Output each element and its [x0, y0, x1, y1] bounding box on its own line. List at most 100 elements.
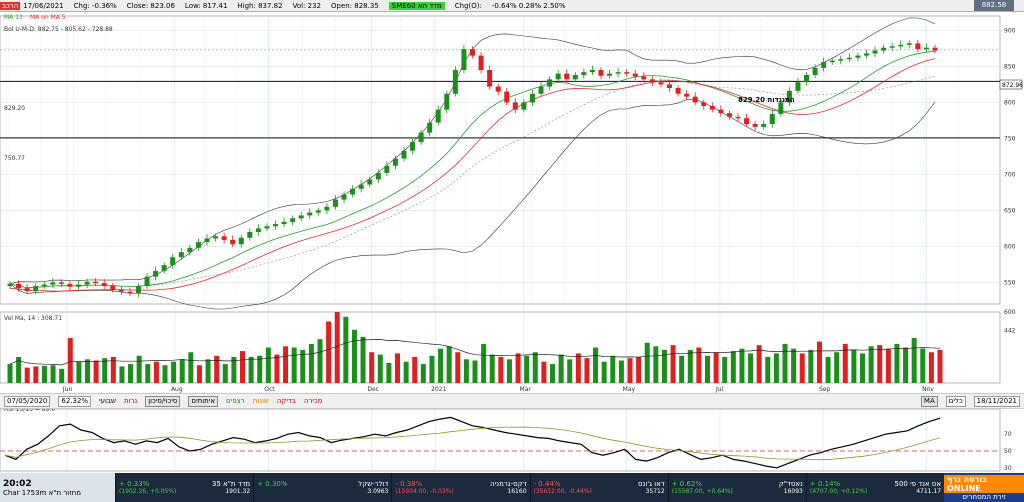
y-tick-label: 750	[1004, 135, 1016, 142]
candle-body	[178, 252, 184, 258]
candle-body	[572, 75, 578, 80]
volume-bar	[24, 367, 30, 383]
candle-body	[795, 82, 801, 91]
volume-bar	[317, 339, 323, 383]
candle-body	[204, 238, 210, 243]
volume-bar	[679, 355, 685, 383]
volume-bar	[877, 345, 883, 383]
volume-bar	[799, 353, 805, 383]
end-date-input[interactable]: 18/11/2021	[973, 395, 1020, 407]
volume-bar	[351, 329, 357, 383]
volume-bar	[851, 349, 857, 383]
candle-body	[341, 194, 347, 200]
candles-button[interactable]: נרות	[123, 397, 138, 405]
candle-body	[298, 215, 304, 219]
ticker-item[interactable]: - 0.44% דאו ג'ונס (35652.00, -0.44%) 35712	[529, 473, 668, 502]
volume-bar	[868, 346, 874, 383]
ticker-item[interactable]: + 0.62% נאסד"ק (15587.00, +0.64%) 16093	[667, 473, 806, 502]
volume-ma-line	[9, 339, 941, 366]
ticker-item[interactable]: + 0.14% אס אנד פי 500 (4707.00, +0.12%) 47…	[805, 473, 944, 502]
volume-bar	[33, 366, 39, 383]
volume-bar	[748, 353, 754, 383]
rsi-panel	[0, 408, 1001, 472]
volume-bar	[76, 361, 82, 383]
volume-bar	[395, 353, 400, 383]
clock-time: 20:02	[3, 478, 32, 489]
badge: הרכב	[0, 1, 21, 10]
candle-body	[452, 70, 458, 94]
volume-bar	[119, 366, 125, 383]
volume-bar	[110, 356, 116, 383]
volume-bar	[463, 359, 469, 383]
rsi-tick-label: 50	[1004, 448, 1012, 455]
volume-bar	[59, 368, 65, 383]
volume-bar	[377, 354, 383, 383]
candle-body	[838, 59, 844, 61]
volume-bar	[705, 355, 710, 383]
candle-body	[684, 93, 690, 97]
candle-body	[410, 142, 416, 151]
volume-bar	[257, 355, 263, 383]
check-button[interactable]: בדיקה	[276, 397, 296, 405]
volume-bar	[16, 356, 22, 383]
volume-bar	[730, 351, 736, 383]
signals-button[interactable]: סיכוי/סיכון	[145, 395, 181, 407]
instrument-badge[interactable]: SME60 מדד תא	[388, 1, 445, 10]
candle-body	[221, 236, 227, 240]
x-tick-label: Sep	[819, 386, 831, 393]
ticker-item[interactable]: + 0.30% דולר-שקל 3.0963	[253, 473, 391, 502]
ticker-clock: 20:02 Char 1753m מחזור ת"א	[0, 473, 115, 502]
volume-bar	[524, 355, 530, 383]
volume-bar	[782, 343, 788, 383]
indicators-button[interactable]: איתותים	[188, 395, 219, 407]
resistance-left-label: 829.20	[4, 105, 25, 112]
volume-bar	[248, 356, 254, 383]
bollinger-lower	[9, 99, 936, 310]
weekly-button[interactable]: שבועי	[99, 397, 116, 405]
volume-bar	[291, 347, 297, 383]
candle-body	[230, 239, 236, 245]
ma-button[interactable]: MA	[920, 395, 938, 407]
tools-select[interactable]: כלים	[945, 395, 966, 407]
candle-body	[110, 286, 116, 290]
rsi-line	[4, 416, 941, 469]
candle-body	[761, 124, 767, 127]
volume-bar	[188, 352, 194, 383]
candle-body	[735, 116, 741, 119]
y-tick-label: 900	[1004, 27, 1016, 34]
candle-body	[444, 93, 450, 110]
chart-canvas[interactable]: Jun Aug Oct Dec 2021 Mar May Jul Sep Nov 550 600 650…	[0, 12, 1024, 472]
volume-bar	[489, 354, 495, 383]
volume-bar	[653, 346, 659, 383]
candle-body	[307, 212, 313, 216]
zoom-input[interactable]: 62.32%	[58, 395, 92, 407]
last-price: 882.58	[974, 0, 1014, 11]
volume-bar	[506, 359, 512, 383]
candle-body	[324, 206, 330, 211]
start-date-input[interactable]: 07/05/2020	[4, 395, 51, 407]
brand[interactable]: בורסה גרף ONLINE זירת המסחרים	[944, 473, 1024, 502]
volume-bar	[145, 364, 151, 383]
y-tick-label: 600	[1004, 243, 1016, 250]
volume-bar	[403, 361, 409, 383]
ticker-item[interactable]: + 0.33% מדד ת"א 35 (1902.26, +0.05%) 1901.…	[115, 473, 253, 502]
ticker-item[interactable]: - 0.38% דקס-גרמניה (15934.00, -0.03%) 1616…	[391, 473, 529, 502]
volume-bar	[670, 345, 676, 383]
volume-bar	[412, 356, 418, 383]
volume-bar	[515, 353, 521, 383]
legend-rsi: RSI 13/13 = 89.0	[4, 406, 55, 413]
volume-bar	[644, 342, 650, 383]
x-tick-label: Dec	[367, 386, 379, 393]
sell-button[interactable]: מכירה	[303, 397, 323, 405]
neutral-button[interactable]: שונות	[252, 397, 269, 405]
volume-bar	[67, 338, 73, 383]
volume-bar	[240, 351, 245, 383]
candle-body	[135, 286, 141, 294]
volume-bar	[894, 343, 900, 383]
volume-bar	[128, 364, 134, 383]
colors-button[interactable]: רצפים	[226, 397, 245, 405]
candle-body	[255, 228, 261, 232]
candle-body	[332, 199, 338, 207]
candle-body	[170, 257, 176, 266]
candle-body	[923, 47, 929, 50]
